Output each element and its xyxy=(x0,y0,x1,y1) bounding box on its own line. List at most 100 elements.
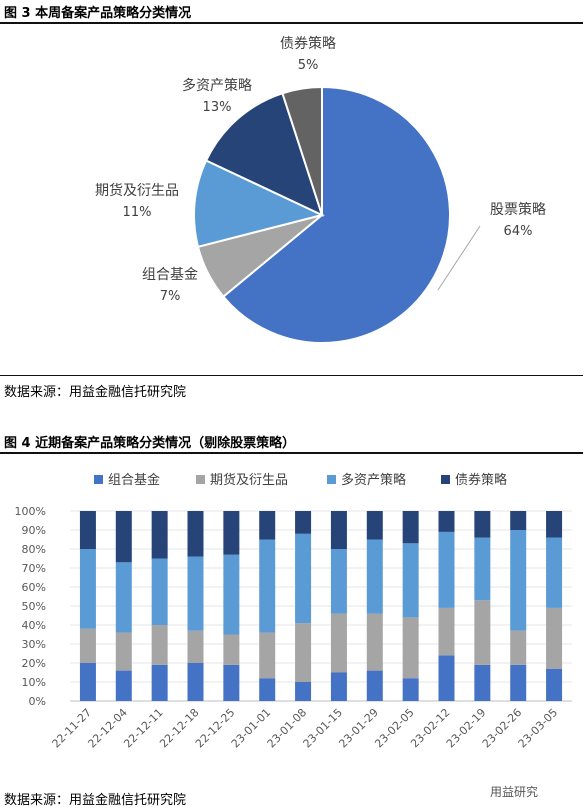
bar-1-6 xyxy=(295,623,312,682)
bar-0-13 xyxy=(546,668,563,701)
legend-label-0: 组合基金 xyxy=(108,472,160,488)
bar-0-3 xyxy=(187,663,204,701)
fig4-stacked-bar-chart: 0%10%20%30%40%50%60%70%80%90%100%22-11-2… xyxy=(15,472,572,751)
pie-label-name-3: 多资产策略 xyxy=(182,77,252,94)
bar-2-6 xyxy=(295,533,312,624)
legend-swatch-1 xyxy=(196,475,205,484)
y-tick-label-9: 90% xyxy=(22,524,46,537)
pie-label-value-2: 11% xyxy=(123,205,152,220)
watermark: 用益研究 xyxy=(490,785,539,799)
bar-3-12 xyxy=(510,511,527,530)
bar-0-9 xyxy=(402,678,419,701)
pie-label-value-1: 7% xyxy=(160,289,181,304)
bar-1-5 xyxy=(259,632,276,679)
bar-3-4 xyxy=(223,511,240,555)
bar-1-11 xyxy=(474,600,491,665)
pie-label-name-4: 债券策略 xyxy=(280,35,336,52)
pie-label-name-0: 股票策略 xyxy=(490,201,546,218)
bar-2-4 xyxy=(223,554,240,635)
fig3-bottom-rule xyxy=(0,375,583,376)
bar-1-10 xyxy=(438,607,455,656)
fig4-source: 数据来源：用益金融信托研究院 xyxy=(4,793,187,808)
bar-2-1 xyxy=(115,562,132,633)
bar-0-1 xyxy=(115,670,132,701)
bar-1-12 xyxy=(510,630,527,665)
y-tick-label-8: 80% xyxy=(22,543,46,556)
bar-3-3 xyxy=(187,511,204,557)
bar-1-0 xyxy=(79,628,96,663)
pie-slice-3 xyxy=(204,92,324,217)
bar-2-12 xyxy=(510,530,527,631)
pie-slice-2 xyxy=(193,159,325,249)
bar-1-13 xyxy=(546,607,563,669)
bar-3-2 xyxy=(151,511,168,559)
legend-swatch-0 xyxy=(94,475,103,484)
pie-leader-line-0 xyxy=(437,225,481,291)
bar-3-1 xyxy=(115,511,132,563)
bar-2-11 xyxy=(474,537,491,601)
bar-3-9 xyxy=(402,511,419,544)
bar-0-10 xyxy=(438,655,455,701)
bar-0-6 xyxy=(295,682,312,701)
bar-2-7 xyxy=(330,549,347,614)
legend-label-1: 期货及衍生品 xyxy=(210,472,288,488)
y-tick-label-0: 0% xyxy=(29,695,46,708)
y-tick-label-4: 40% xyxy=(22,619,46,632)
x-tick-label-13: 23-03-05 xyxy=(516,706,561,751)
bar-2-10 xyxy=(438,531,455,608)
bar-0-7 xyxy=(330,672,347,701)
bar-1-8 xyxy=(366,613,383,671)
pie-slice-0 xyxy=(221,85,451,344)
bar-0-12 xyxy=(510,664,527,701)
pie-label-name-2: 期货及衍生品 xyxy=(95,182,179,199)
bar-1-1 xyxy=(115,632,132,671)
bar-0-5 xyxy=(259,678,276,701)
bar-2-9 xyxy=(402,543,419,618)
bar-2-8 xyxy=(366,539,383,614)
pie-label-value-3: 13% xyxy=(203,100,232,115)
y-tick-label-5: 50% xyxy=(22,600,46,613)
y-tick-label-10: 100% xyxy=(15,505,46,518)
bar-0-2 xyxy=(151,664,168,701)
y-tick-label-7: 70% xyxy=(22,562,46,575)
bar-3-10 xyxy=(438,511,455,532)
bar-3-6 xyxy=(295,511,312,534)
bar-1-3 xyxy=(187,630,204,663)
fig4-title: 图 4 近期备案产品策略分类情况（剔除股票策略） xyxy=(4,436,296,451)
pie-label-value-0: 64% xyxy=(504,224,533,239)
y-tick-label-1: 10% xyxy=(22,676,46,689)
bar-0-11 xyxy=(474,664,491,701)
pie-label-value-4: 5% xyxy=(298,58,319,73)
bar-2-13 xyxy=(546,537,563,608)
fig3-pie-chart: 股票策略 64% 组合基金 7% 期货及衍生品 11% 多资产策略 13% 债券策略 5% xyxy=(95,35,546,344)
bar-0-4 xyxy=(223,664,240,701)
bar-2-2 xyxy=(151,558,168,625)
bar-1-4 xyxy=(223,634,240,665)
bar-3-0 xyxy=(79,511,96,549)
bar-2-5 xyxy=(259,539,276,633)
bar-1-2 xyxy=(151,625,168,665)
bar-2-0 xyxy=(79,549,96,629)
bar-3-5 xyxy=(259,511,276,540)
bar-2-3 xyxy=(187,556,204,631)
legend-label-3: 债券策略 xyxy=(455,472,507,488)
bar-1-7 xyxy=(330,613,347,673)
bar-3-11 xyxy=(474,511,491,538)
fig3-top-rule xyxy=(0,22,583,24)
bar-3-13 xyxy=(546,511,563,538)
pie-label-name-1: 组合基金 xyxy=(142,266,198,283)
legend-label-2: 多资产策略 xyxy=(341,472,406,488)
bar-3-7 xyxy=(330,511,347,549)
fig3-source: 数据来源：用益金融信托研究院 xyxy=(4,385,187,400)
legend-swatch-3 xyxy=(441,475,450,484)
y-tick-label-3: 30% xyxy=(22,638,46,651)
pie-slice-4 xyxy=(281,85,323,216)
fig4-top-rule xyxy=(0,452,583,454)
y-tick-label-2: 20% xyxy=(22,657,46,670)
bar-0-8 xyxy=(366,670,383,701)
fig3-title: 图 3 本周备案产品策略分类情况 xyxy=(4,6,192,21)
legend-swatch-2 xyxy=(327,475,336,484)
y-tick-label-6: 60% xyxy=(22,581,46,594)
bar-1-9 xyxy=(402,617,419,679)
bar-3-8 xyxy=(366,511,383,540)
